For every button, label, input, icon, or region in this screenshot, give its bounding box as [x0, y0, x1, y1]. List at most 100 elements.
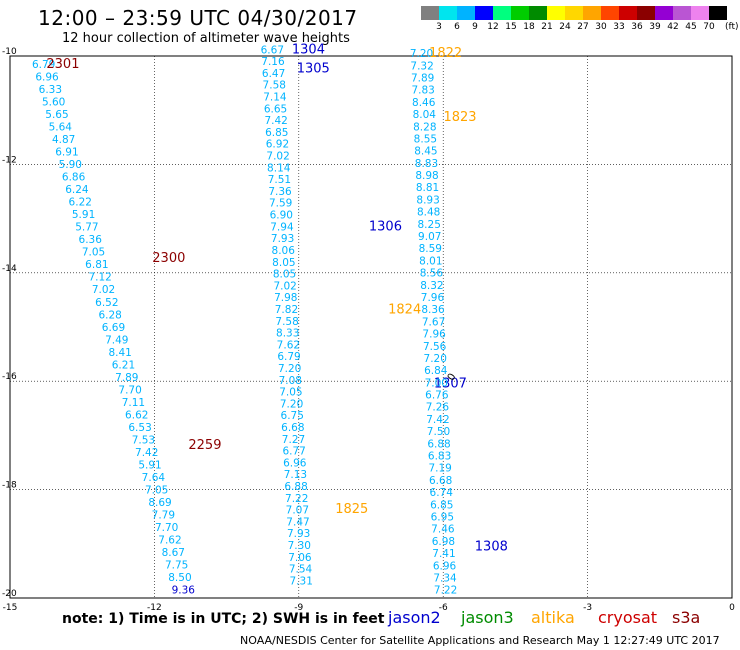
swh-value: 7.00: [425, 377, 448, 389]
swh-value: 6.96: [35, 71, 59, 83]
swh-value: 7.64: [142, 472, 166, 484]
swh-value: 8.01: [419, 255, 442, 267]
swh-value: 6.90: [270, 210, 293, 222]
swh-value: 6.22: [69, 197, 92, 209]
swh-value: 8.25: [418, 219, 441, 231]
swh-value: 8.93: [416, 194, 439, 206]
swh-value: 6.92: [266, 139, 289, 151]
swh-value: 6.96: [433, 560, 457, 572]
pass-time-label: 1308: [475, 539, 508, 554]
swh-value: 7.22: [434, 585, 457, 597]
x-tick-label: -3: [583, 603, 592, 613]
swh-value: 6.68: [281, 422, 304, 434]
colorbar-swatch: [547, 6, 565, 20]
swh-value: 5.65: [45, 109, 68, 121]
legend-jason3: jason3: [461, 608, 514, 627]
swh-value: 6.91: [55, 147, 78, 159]
swh-value: 7.27: [282, 434, 305, 446]
colorbar-swatch: [439, 6, 457, 20]
swh-value: 5.60: [42, 96, 65, 108]
colorbar-label: 6: [454, 22, 460, 32]
swh-value: 6.98: [432, 536, 455, 548]
swh-value: 7.62: [158, 535, 181, 547]
colorbar-label: 15: [505, 22, 517, 32]
colorbar-label: 33: [613, 22, 625, 32]
y-tick-label: -20: [2, 589, 17, 599]
swh-value: 6.76: [425, 390, 449, 402]
swh-value: 8.48: [417, 207, 440, 219]
swh-value: 7.83: [411, 85, 434, 97]
swh-value: 7.42: [426, 414, 449, 426]
swh-value: 7.13: [284, 469, 307, 481]
swh-value: 7.62: [277, 339, 300, 351]
swh-value: 7.93: [287, 528, 310, 540]
swh-value: 8.45: [414, 146, 437, 158]
colorbar-label: 9: [472, 22, 478, 32]
swh-value: 7.94: [270, 221, 294, 233]
swh-value: 6.53: [128, 422, 151, 434]
swh-value: 7.89: [115, 372, 138, 384]
swh-value: 6.67: [261, 44, 284, 56]
swh-value: 7.96: [421, 292, 445, 304]
footer-credit: NOAA/NESDIS Center for Satellite Applica…: [240, 634, 720, 647]
legend-cryosat: cryosat: [598, 608, 658, 627]
swh-value: 7.50: [427, 426, 450, 438]
pass-time-label: 2301: [46, 57, 79, 72]
pass-time-label: 1825: [335, 502, 368, 517]
colorbar-label: 3: [436, 22, 442, 32]
swh-value: 6.21: [112, 359, 135, 371]
chart-title: 12:00 – 23:59 UTC 04/30/2017: [38, 6, 358, 30]
swh-value: 8.83: [415, 158, 438, 170]
swh-value: 6.85: [265, 127, 288, 139]
colorbar-swatch: [619, 6, 637, 20]
swh-value: 7.20: [280, 398, 303, 410]
colorbar-label: 45: [685, 22, 697, 32]
swh-value: 8.33: [276, 328, 299, 340]
swh-value: 6.36: [79, 234, 103, 246]
swh-value: 8.41: [108, 347, 131, 359]
swh-value: 5.77: [75, 222, 98, 234]
swh-value: 6.65: [264, 103, 287, 115]
swh-value: 6.75: [281, 410, 304, 422]
colorbar-label: 12: [487, 22, 499, 32]
pass-time-label: 1306: [369, 220, 402, 235]
chart-subtitle: 12 hour collection of altimeter wave hei…: [62, 31, 350, 46]
pass-time-label: 2300: [152, 251, 185, 266]
swh-value: 6.28: [98, 309, 121, 321]
swh-value: 7.02: [273, 280, 296, 292]
colorbar-label: 36: [631, 22, 643, 32]
swh-value: 6.85: [430, 499, 453, 511]
y-tick-label: -18: [2, 481, 17, 491]
swh-value: 8.46: [412, 97, 436, 109]
colorbar-label: 70: [703, 22, 715, 32]
swh-value: 6.33: [39, 84, 62, 96]
annotation: 0: [446, 372, 459, 383]
colorbar-swatch: [475, 6, 493, 20]
x-tick-label: -15: [3, 603, 18, 613]
swh-value: 7.49: [105, 334, 128, 346]
swh-value: 8.55: [414, 133, 437, 145]
swh-value: 7.59: [269, 198, 292, 210]
swh-value: 6.88: [284, 481, 307, 493]
swh-value: 8.59: [419, 243, 442, 255]
swh-value: 7.56: [423, 341, 447, 353]
swh-value: 5.91: [138, 459, 161, 471]
swh-value: 8.36: [421, 304, 445, 316]
swh-value: 6.62: [125, 409, 148, 421]
swh-value: 7.05: [145, 485, 168, 497]
colorbar-swatch: [637, 6, 655, 20]
colorbar-swatch: [709, 6, 727, 20]
plot-frame: [9, 55, 733, 599]
swh-value: 8.81: [416, 182, 439, 194]
swh-value: 7.14: [263, 92, 287, 104]
swh-value: 6.77: [282, 446, 305, 458]
swh-value: 7.26: [426, 402, 450, 414]
swh-value: 7.58: [275, 316, 298, 328]
swh-value: 6.86: [62, 172, 86, 184]
swh-value: 7.46: [431, 524, 455, 536]
swh-value: 7.79: [152, 510, 175, 522]
swh-value: 7.07: [286, 505, 309, 517]
swh-value: 6.24: [65, 184, 89, 196]
swh-value: 7.41: [432, 548, 455, 560]
